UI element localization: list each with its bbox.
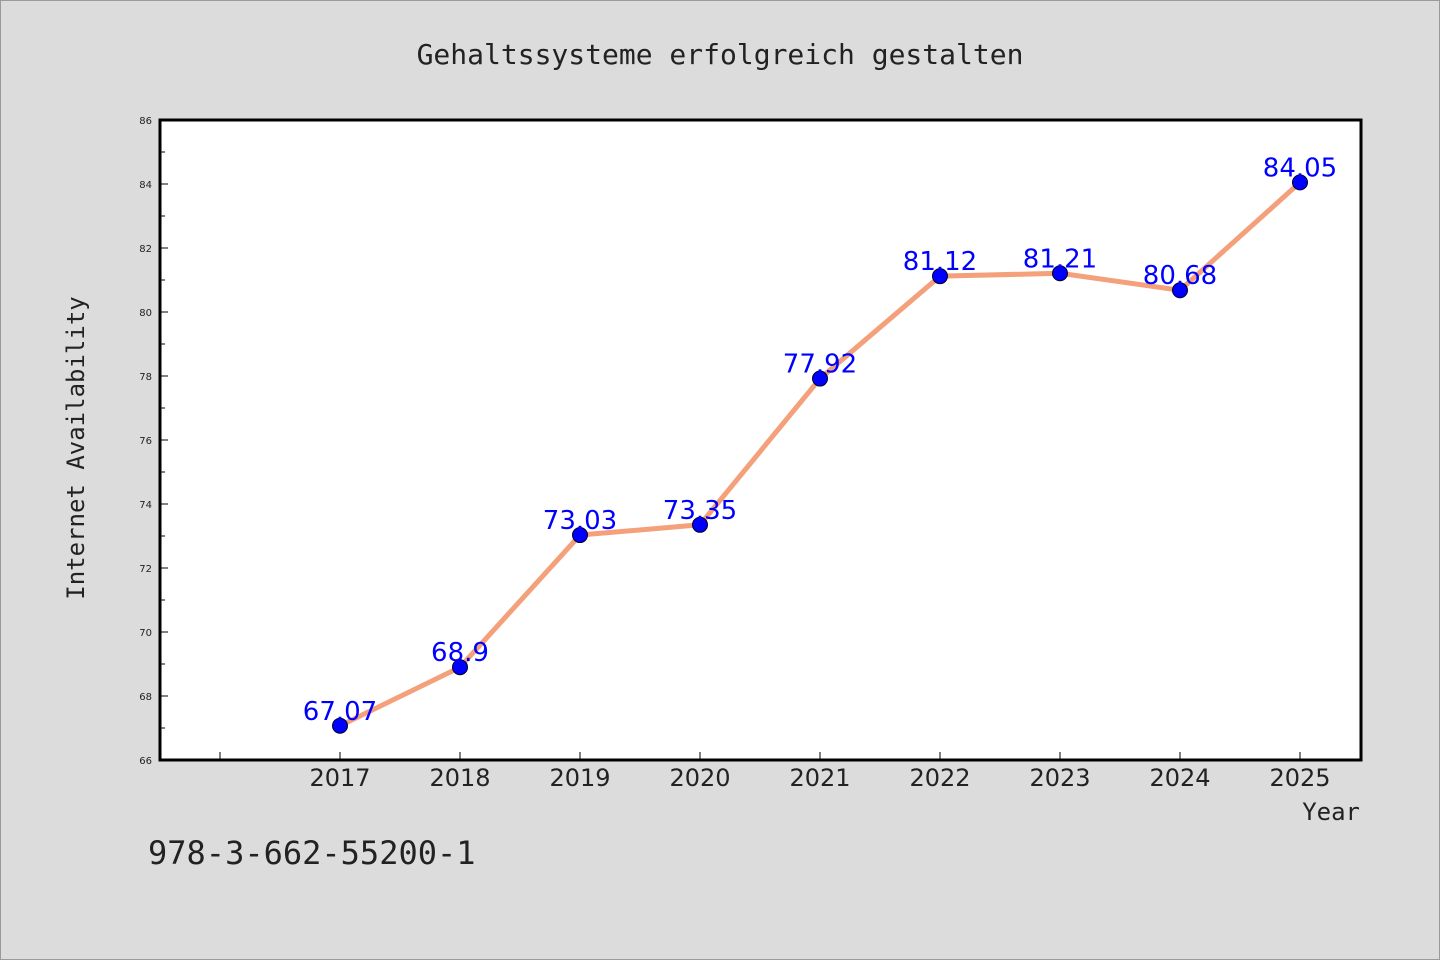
data-label: 81.12	[903, 247, 977, 277]
x-tick-label: 2022	[909, 764, 970, 792]
data-label: 81.21	[1023, 244, 1097, 274]
data-label: 68.9	[431, 638, 489, 668]
data-label: 67.07	[303, 697, 377, 727]
y-tick-label: 80	[139, 308, 152, 319]
data-point	[1052, 265, 1068, 282]
x-tick-label: 2019	[549, 764, 610, 792]
x-tick-label: 2023	[1029, 764, 1090, 792]
data-label: 73.35	[663, 496, 737, 526]
y-tick-label: 76	[139, 436, 152, 447]
data-point	[1292, 174, 1308, 191]
y-tick-label: 84	[139, 180, 152, 191]
x-tick-label: 2018	[429, 764, 490, 792]
chart-title: Gehaltssysteme erfolgreich gestalten	[417, 38, 1024, 71]
data-label: 80.68	[1143, 261, 1217, 291]
data-label: 73.03	[543, 506, 617, 536]
x-tick-label: 2021	[789, 764, 850, 792]
y-axis-ticks: 66 68 70 72 74 76 78 80 82 84 86	[139, 116, 168, 767]
x-axis-ticks: 2017 2018 2019 2020 2021 2022 2023 2024 2025	[219, 752, 1331, 792]
x-tick-label: 2025	[1269, 764, 1330, 792]
x-tick-label: 2024	[1149, 764, 1210, 792]
series-group: 67.07 68.9 73.03 73.35 77.92 81.12 81.21 80.68 8…	[303, 153, 1337, 734]
y-tick-label: 72	[139, 564, 152, 575]
y-tick-label: 66	[139, 756, 152, 767]
plot-area	[158, 118, 1363, 762]
y-tick-label: 68	[139, 692, 152, 703]
y-tick-label: 82	[139, 244, 152, 255]
data-point	[692, 516, 708, 533]
x-tick-label: 2020	[669, 764, 730, 792]
data-point	[1172, 282, 1188, 299]
x-tick-label: 2017	[309, 764, 370, 792]
data-point	[452, 659, 468, 676]
y-tick-label: 74	[139, 500, 152, 511]
data-point	[812, 370, 828, 387]
x-axis-title: Year	[1302, 798, 1360, 826]
data-label: 77.92	[783, 350, 857, 380]
data-point	[932, 268, 948, 285]
isbn-annotation: 978-3-662-55200-1	[148, 834, 476, 872]
data-point	[332, 717, 348, 734]
y-tick-label: 70	[139, 628, 152, 639]
y-axis-title: Internet Availability	[62, 296, 90, 599]
data-label: 84.05	[1263, 153, 1337, 183]
y-tick-label: 86	[139, 116, 152, 127]
data-point	[572, 527, 588, 544]
y-tick-label: 78	[139, 372, 152, 383]
